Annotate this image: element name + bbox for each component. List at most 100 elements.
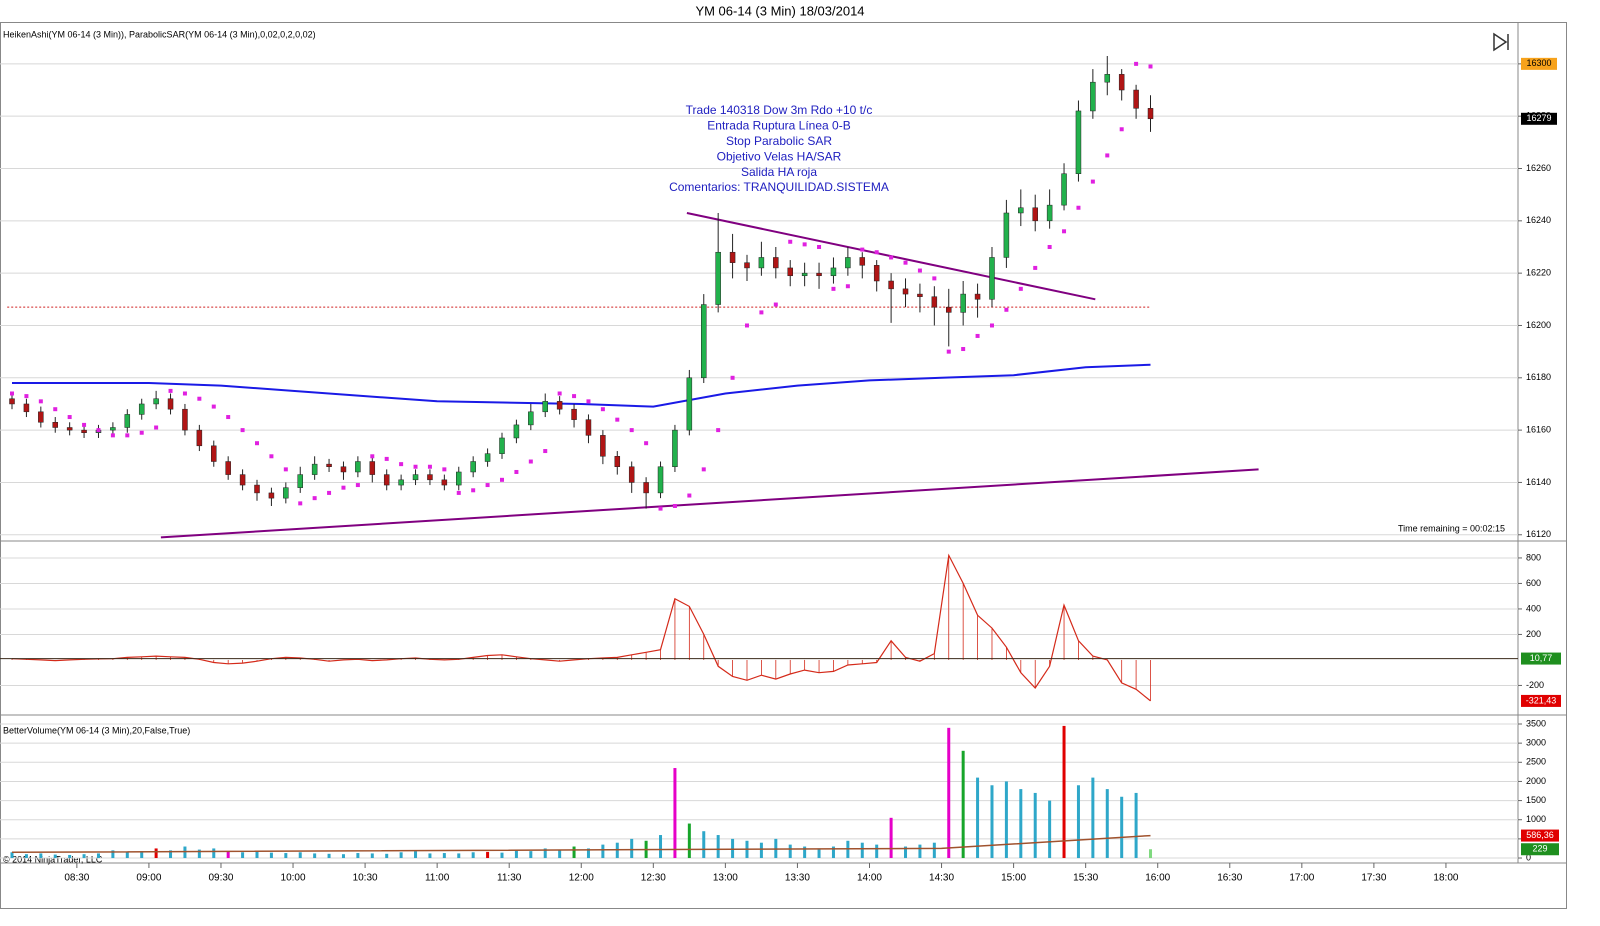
candle-body [773,257,779,269]
candle-body [283,487,289,499]
volume-bar [831,846,835,859]
candle-body [859,257,866,266]
candle-body [499,437,505,454]
candle-body [528,411,534,426]
volume-bar [889,817,893,859]
sar-dot [1076,205,1081,210]
candle-body [1032,207,1038,222]
candle-body [297,474,303,488]
volume-bar [241,852,245,859]
sar-dot [312,496,317,501]
volume-bar [990,785,994,859]
volume-bar [1019,789,1023,859]
volume-bar [1091,777,1095,859]
sar-dot [456,490,461,495]
volume-bar [68,854,72,859]
candle-body [845,257,851,269]
volume-bar [197,849,201,859]
trendline [160,468,1259,539]
volume-bar [313,853,317,859]
candle-body [456,471,462,486]
candle-body [960,293,966,313]
sar-dot [543,449,548,454]
volume-bar [226,851,230,859]
volume-bar [702,831,706,859]
volume-bar [1149,849,1153,859]
y-tick-label: 200 [1526,629,1541,639]
sar-dot [182,391,187,396]
volume-bar [716,835,720,859]
y-tick-label: 400 [1526,603,1541,613]
volume-bar [817,848,821,859]
sar-dot [759,310,764,315]
annotation-line: Trade 140318 Dow 3m Rdo +10 t/c [686,103,873,117]
oscillator-label-box [1521,652,1561,665]
sar-dot [946,349,951,354]
candle-body [600,435,606,457]
y-tick-label: 2500 [1526,757,1546,767]
candle-body [326,463,332,467]
copyright: © 2014 NinjaTrader, LLC [3,854,103,864]
candle-body [167,398,174,410]
candle-body [585,419,592,436]
sar-dot [1119,127,1124,132]
y-tick-label: 2000 [1526,776,1546,786]
sar-dot [485,483,490,488]
volume-bar [514,850,518,859]
volume-bar [630,838,634,859]
volume-bar [385,853,389,859]
candle-body [138,403,145,415]
volume-bar [543,848,547,859]
sar-dot [845,284,850,289]
candle-body [1104,74,1111,83]
y-tick-label: 800 [1526,552,1541,562]
sar-dot [716,428,721,433]
volume-bar [111,850,115,859]
volume-bar [788,844,792,859]
sar-dot [586,399,591,404]
x-tick-label: 17:30 [1361,873,1386,884]
candle-body [830,267,837,277]
price-label-box [1521,57,1557,70]
volume-bar [558,849,562,859]
y-tick-label: -200 [1526,680,1544,690]
play-button[interactable] [1493,32,1509,52]
x-tick-label: 15:00 [1001,873,1026,884]
sar-dot [82,422,87,427]
candle-body [110,427,116,431]
sar-dot [1033,265,1038,270]
candle-body [1046,204,1053,222]
sar-dot [1134,61,1139,66]
sar-dot [1004,307,1009,312]
candle-body [427,474,433,481]
volume-bar [947,727,951,859]
candle-body [254,484,260,494]
candle-body [917,293,923,297]
annotation-line: Salida HA roja [741,165,817,179]
sar-dot [687,493,692,498]
candle-body [643,482,649,494]
volume-bar [918,844,922,859]
window-title: YM 06-14 (3 Min) 18/03/2014 [695,3,864,18]
sar-dot [903,260,908,265]
x-tick-label: 17:00 [1289,873,1314,884]
y-tick-label: 16120 [1526,529,1551,539]
candle-body [758,257,765,269]
volume-bar [269,852,273,859]
candle-body [556,401,563,410]
x-tick-label: 13:00 [713,873,738,884]
candle-body [268,492,275,499]
volume-bar [140,851,144,859]
volume-bar [759,842,763,859]
sar-dot [600,407,605,412]
play-icon[interactable] [1493,32,1509,52]
sar-dot [370,454,375,459]
sar-dot [730,375,735,380]
x-tick-label: 10:30 [353,873,378,884]
sar-dot [442,467,447,472]
sar-dot [10,391,15,396]
annotation-line: Comentarios: TRANQUILIDAD.SISTEMA [669,180,889,194]
candle-body [355,461,361,473]
volume-bar [82,854,86,859]
